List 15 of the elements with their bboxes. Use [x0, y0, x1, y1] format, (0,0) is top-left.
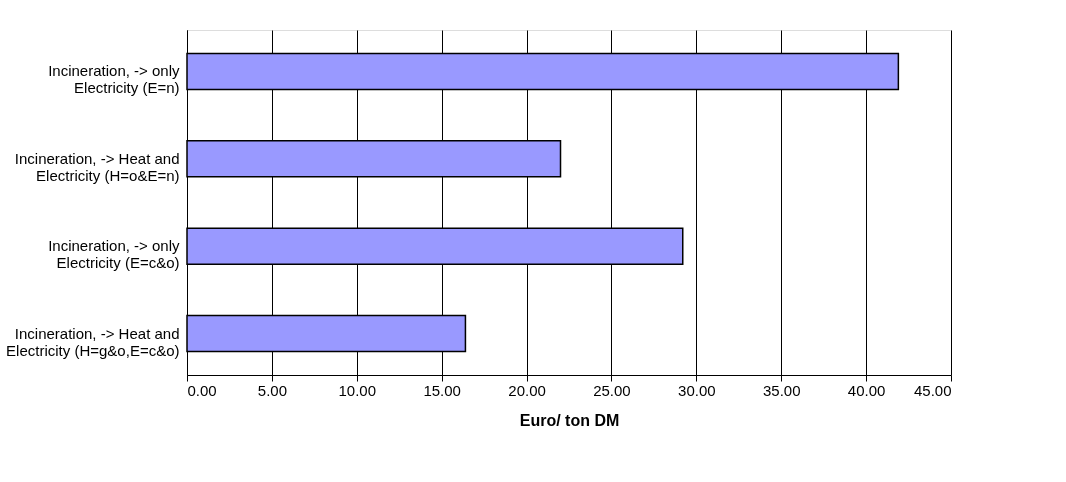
x-tick-label: 30.00: [678, 381, 716, 399]
x-axis-title: Euro/ ton DM: [519, 411, 620, 429]
x-tick-label: 0.00: [187, 381, 217, 399]
y-tick-label: Incineration, -> only Electricity (E=n): [48, 62, 180, 97]
x-tick-label: 40.00: [847, 381, 886, 399]
y-tick-label: Incineration, -> only Electricity (E=c&o): [48, 237, 180, 272]
x-tick-label: 35.00: [762, 381, 801, 399]
x-tick-label: 45.00: [913, 381, 952, 399]
x-tick-label: 10.00: [338, 381, 377, 399]
x-tick-label: 15.00: [423, 381, 461, 399]
y-tick-label: Incineration, -> Heat and Electricity (H=g&o,E=c&o): [6, 324, 180, 359]
x-tick-label: 25.00: [593, 381, 631, 399]
y-tick-label: Incineration, -> Heat and Electricity (H=o&E=n): [14, 149, 180, 184]
x-tick-label: 5.00: [257, 381, 287, 399]
x-tick-label: 20.00: [508, 381, 546, 399]
